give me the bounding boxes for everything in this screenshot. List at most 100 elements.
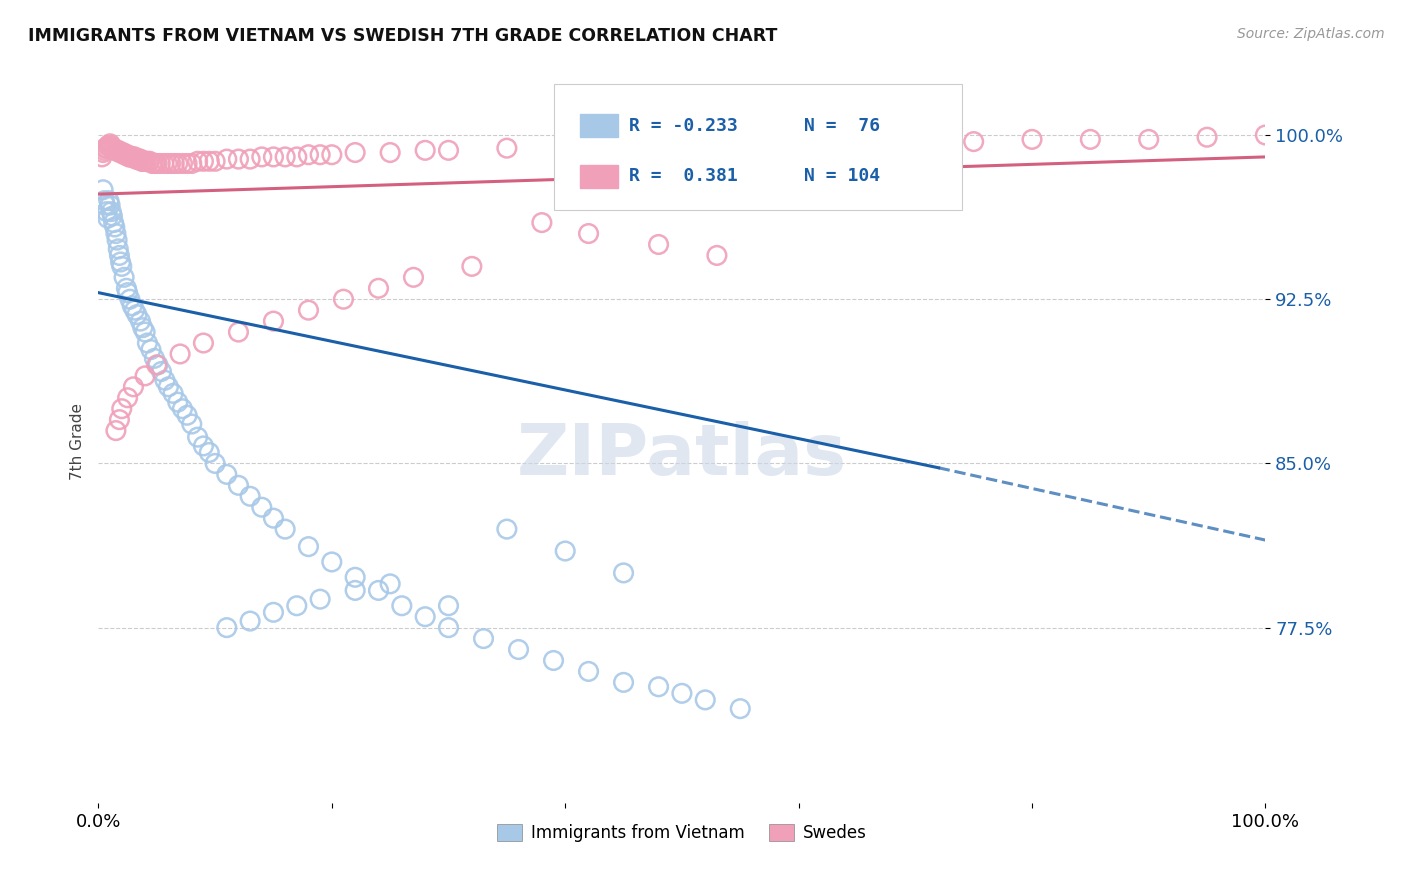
Point (124, 150, 146, 164)
Point (90, 150, 112, 164)
Point (104, 219, 127, 234)
Point (97, 139, 120, 153)
Point (105, 233, 128, 247)
Point (647, 237, 669, 252)
Point (118, 292, 141, 306)
Point (198, 445, 221, 459)
Point (180, 417, 202, 431)
Point (111, 401, 134, 416)
Point (215, 621, 238, 635)
Point (166, 395, 188, 409)
Point (157, 380, 180, 394)
Point (472, 632, 495, 646)
Point (122, 150, 145, 164)
Point (98, 198, 121, 212)
FancyBboxPatch shape (581, 165, 617, 188)
Point (250, 500, 273, 515)
Point (787, 136, 810, 151)
Y-axis label: 7th Grade: 7th Grade (69, 403, 84, 480)
Point (115, 281, 138, 295)
Point (274, 150, 297, 164)
Point (321, 555, 343, 569)
Point (146, 358, 169, 372)
Point (730, 136, 752, 151)
Point (193, 439, 215, 453)
Point (156, 156, 179, 170)
Point (93, 144, 115, 158)
Point (153, 373, 176, 387)
Point (204, 154, 226, 169)
Point (96, 204, 118, 219)
Point (1195, 130, 1218, 145)
Point (180, 156, 202, 170)
Point (344, 583, 367, 598)
Point (437, 599, 460, 613)
Point (228, 152, 250, 166)
Point (176, 409, 198, 423)
Point (321, 147, 343, 161)
Point (496, 141, 519, 155)
Point (120, 150, 142, 164)
Point (107, 242, 129, 256)
Point (125, 152, 148, 166)
Point (139, 343, 162, 357)
Point (262, 150, 284, 164)
Point (695, 693, 717, 707)
Point (104, 144, 127, 158)
Point (508, 642, 530, 657)
Point (332, 292, 354, 306)
Point (108, 145, 131, 160)
Point (367, 281, 389, 295)
Point (172, 401, 194, 416)
Point (262, 314, 284, 328)
Point (380, 577, 402, 591)
Point (134, 325, 156, 339)
Point (100, 139, 122, 153)
Point (297, 147, 319, 161)
Point (104, 144, 127, 158)
Point (150, 364, 173, 378)
Point (193, 154, 215, 169)
Point (117, 147, 139, 161)
Point (962, 135, 984, 149)
Point (380, 145, 402, 160)
Point (121, 299, 143, 313)
Point (250, 150, 273, 164)
Point (141, 156, 163, 170)
Point (904, 135, 927, 149)
Point (706, 248, 728, 262)
Point (134, 154, 156, 169)
Point (578, 227, 600, 241)
Point (91, 183, 114, 197)
Point (413, 609, 436, 624)
Point (187, 430, 209, 444)
Point (125, 308, 148, 322)
Point (215, 467, 238, 482)
Point (132, 154, 155, 169)
Point (107, 144, 129, 158)
Point (105, 144, 128, 158)
Point (114, 147, 136, 161)
Point (1254, 128, 1277, 142)
Point (121, 150, 143, 164)
Text: Source: ZipAtlas.com: Source: ZipAtlas.com (1237, 27, 1385, 41)
Point (103, 216, 125, 230)
Point (96, 141, 118, 155)
Point (112, 147, 135, 161)
Point (152, 156, 174, 170)
Point (671, 686, 693, 700)
Point (1021, 132, 1043, 146)
Point (169, 347, 191, 361)
Point (262, 605, 284, 619)
Point (110, 145, 132, 160)
Point (136, 154, 159, 169)
Point (413, 144, 436, 158)
Point (344, 570, 367, 584)
Point (554, 544, 576, 558)
Point (730, 701, 752, 715)
Point (193, 336, 215, 351)
Point (215, 152, 238, 166)
Text: N = 104: N = 104 (804, 168, 880, 186)
Point (100, 204, 122, 219)
Point (108, 412, 131, 426)
